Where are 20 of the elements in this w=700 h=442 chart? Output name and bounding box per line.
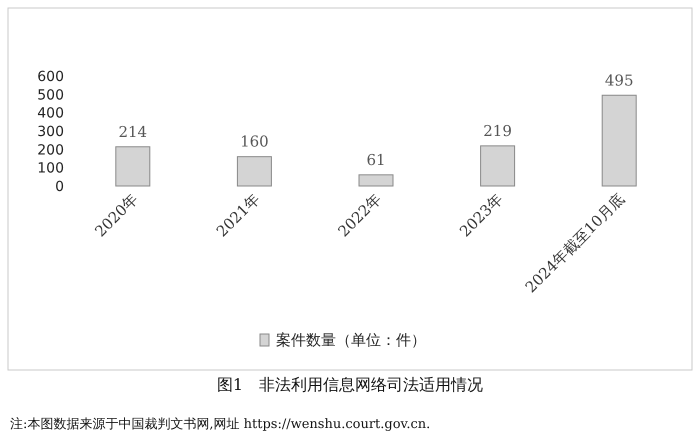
text: 图1 非法利用信息网络司法适用情况 [216,375,484,394]
bar [602,94,637,186]
data-label: 61 [366,150,386,169]
y-tick-label: 400 [37,106,64,122]
bar [358,174,394,186]
y-tick-label: 300 [37,124,64,140]
data-label: 219 [483,122,512,140]
text: 注:本图数据来源于中国裁判文书网,网址 https://wenshu.court.gov.cn. [10,417,430,432]
y-tick-label: 100 [37,160,64,177]
data-label: 160 [240,132,269,151]
y-tick-label: 200 [37,142,64,158]
bar [236,156,272,186]
data-label: 214 [118,122,148,141]
bar [115,146,150,186]
y-tick-label: 0 [55,179,64,195]
data-label: 495 [604,71,634,90]
y-tick-label: 500 [37,87,64,104]
bar [480,145,516,186]
y-tick-label: 600 [37,69,64,85]
legend-label: 案件数量（单位：件） [276,331,426,349]
